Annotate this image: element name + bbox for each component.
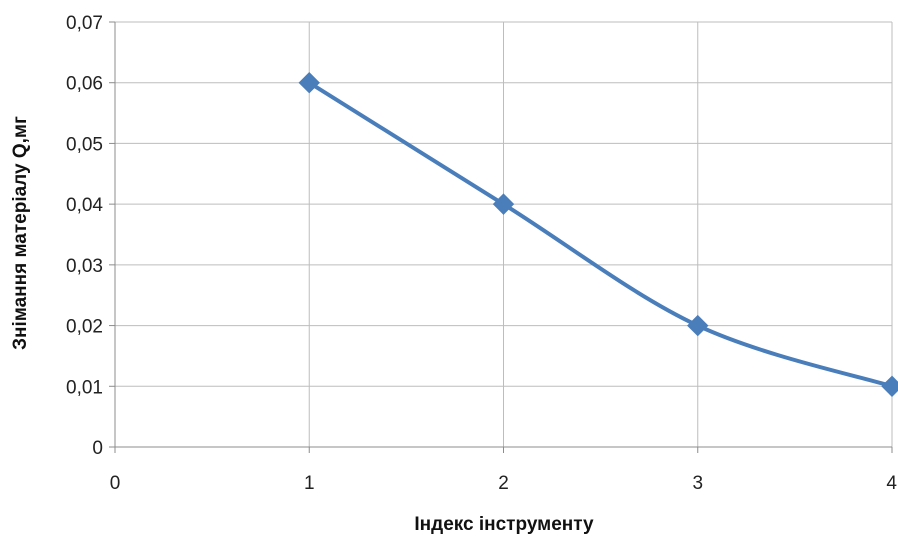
data-point	[298, 72, 320, 94]
x-tick-labels: 0 1 2 3 4	[110, 473, 898, 494]
x-tick-label: 3	[692, 473, 703, 494]
x-axis-title: Індекс інструменту	[414, 514, 594, 535]
data-point	[687, 314, 709, 337]
x-tick-label: 2	[498, 473, 509, 494]
y-tick-labels: 0 0,01 0,02 0,03 0,04 0,05 0,06 0,07	[66, 13, 103, 459]
y-tick-label: 0,01	[66, 377, 103, 398]
series-line	[307, 80, 894, 389]
data-point	[881, 375, 898, 397]
data-point	[492, 193, 515, 215]
x-tick-label: 0	[110, 473, 121, 494]
y-tick-label: 0,05	[66, 134, 103, 155]
y-tick-label: 0,06	[66, 74, 103, 95]
grid-lines	[115, 21, 893, 447]
y-tick-label: 0,07	[66, 13, 103, 34]
y-tick-label: 0,02	[66, 317, 103, 338]
x-tick-label: 4	[886, 473, 897, 494]
axes	[109, 21, 893, 453]
y-tick-label: 0,04	[66, 195, 103, 216]
y-tick-label: 0,03	[66, 256, 103, 277]
y-axis-title: Знімання матеріалу Q,мг	[10, 116, 31, 350]
x-tick-label: 1	[304, 473, 315, 494]
data-series	[298, 72, 898, 397]
y-tick-label: 0	[92, 438, 103, 459]
